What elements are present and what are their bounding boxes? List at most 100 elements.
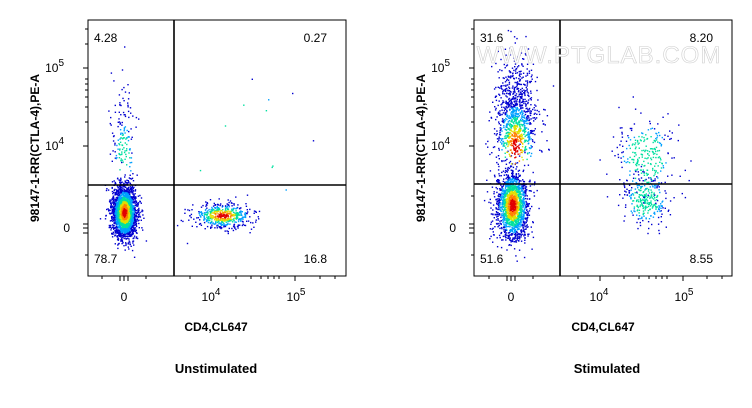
event-dot [135,219,137,222]
event-dot [522,220,525,222]
event-dot [522,221,525,224]
event-dot [522,194,525,196]
event-dot [210,226,212,228]
event-dot [271,166,273,169]
event-dot [125,138,127,140]
event-dot [519,217,521,219]
event-dot [506,249,508,251]
event-dot [118,144,121,146]
event-dot [135,196,137,198]
event-dot [501,192,504,194]
event-dot [514,195,516,197]
event-dot [130,230,132,232]
event-dot [514,204,516,206]
event-dot [200,212,203,214]
event-dot [116,205,119,208]
event-dot [126,233,128,235]
event-dot [199,222,202,225]
event-dot [516,232,519,234]
event-dot [509,203,511,205]
event-dot [114,194,116,196]
event-dot [126,224,129,226]
event-dot [118,232,120,234]
event-dot [524,189,527,191]
event-dot [140,197,143,199]
event-dot [124,224,126,227]
event-dot [510,207,513,210]
event-dot [202,204,204,207]
event-dot [235,207,238,210]
event-dot [498,213,501,215]
event-dot [520,195,522,197]
event-dot [505,181,507,183]
event-dot [523,200,525,203]
event-dot [197,217,200,219]
event-dot [647,209,650,212]
event-dot [130,170,132,172]
event-dot [513,185,515,187]
event-dot [123,228,126,230]
event-dot [515,221,518,223]
event-dot [123,233,126,236]
event-dot [515,237,517,239]
event-dot [111,210,114,212]
event-dot [122,217,124,220]
event-dot [128,130,130,133]
event-dot [230,213,232,215]
event-dot [513,223,515,225]
event-dot [122,191,125,194]
event-dot [507,169,509,171]
event-dot [489,198,491,201]
event-dot [124,209,126,211]
event-dot [115,201,117,203]
event-dot [255,211,257,213]
event-dot [114,218,116,220]
event-dot [506,215,509,217]
event-dot [504,221,506,224]
event-dot [497,163,499,165]
event-dot [120,182,123,184]
event-dot [116,235,118,238]
event-dot [511,222,513,224]
event-dot [114,181,116,184]
event-dot [508,212,511,215]
event-dot [106,188,108,190]
event-dot [123,147,125,149]
event-dot [135,237,137,239]
event-dot [127,210,130,212]
event-dot [669,200,672,202]
event-dot [500,246,503,249]
event-dot [503,228,505,230]
event-dot [505,159,507,162]
event-dot [237,217,239,219]
event-dot [120,177,122,179]
event-dot [312,140,315,142]
event-dot [131,208,133,210]
event-dot [514,205,516,208]
event-dot [510,186,512,188]
event-dot [508,206,510,208]
event-dot [505,206,508,208]
event-dot [239,218,241,221]
event-dot [513,202,516,205]
event-dot [123,193,125,195]
event-dot [211,226,213,228]
event-dot [522,170,524,173]
event-dot [518,212,520,215]
event-dot [129,218,131,221]
event-dot [114,218,117,220]
event-dot [645,198,647,201]
event-dot [247,211,249,213]
y-axis-ticks [83,28,88,256]
event-dot [225,221,227,223]
event-dot [518,188,520,190]
event-dot [192,204,194,206]
event-dot [519,233,522,235]
event-dot [504,206,507,209]
event-dot [637,174,640,176]
event-dot [251,78,253,80]
event-dot [123,202,125,204]
event-dot [112,226,114,228]
event-dot [512,188,515,190]
event-dot [519,175,521,177]
